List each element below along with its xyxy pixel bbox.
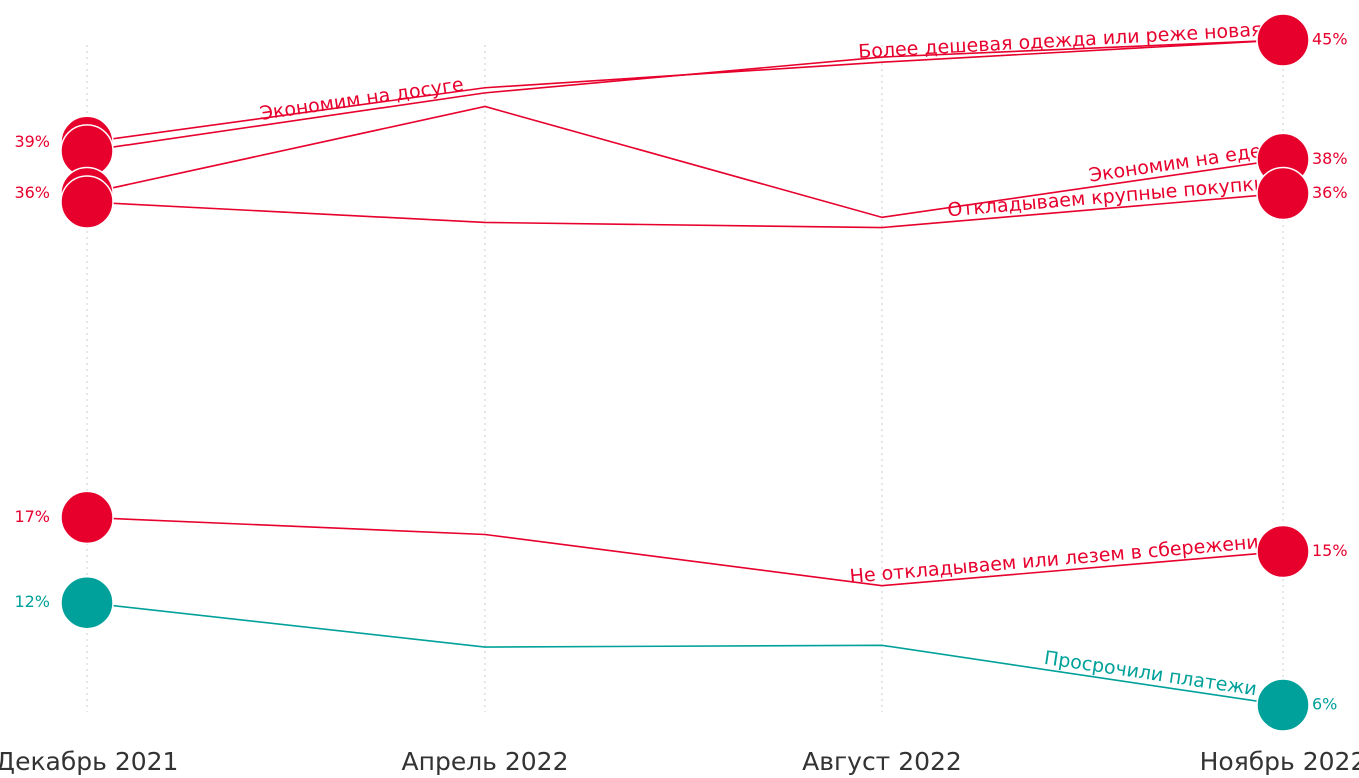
- series-label: Не откладываем или лезем в сбережения: [849, 530, 1271, 588]
- series-line: [86, 516, 1284, 587]
- value-label: 6%: [1312, 695, 1337, 714]
- point: [1256, 13, 1310, 67]
- x-tick-label: Апрель 2022: [402, 747, 569, 776]
- series-line: [86, 39, 1284, 152]
- value-label: 17%: [14, 507, 50, 526]
- value-label: 15%: [1312, 541, 1348, 560]
- x-tick-label: Декабрь 2021: [0, 747, 178, 776]
- series-line: [86, 601, 1284, 706]
- value-label: 45%: [1312, 30, 1348, 49]
- point: [60, 575, 114, 630]
- point: [1256, 678, 1310, 732]
- x-tick-label: Ноябрь 2022: [1200, 747, 1359, 776]
- value-label: 12%: [14, 592, 50, 611]
- series-line: [86, 39, 1284, 144]
- value-label: 39%: [14, 132, 50, 151]
- value-label: 38%: [1312, 149, 1348, 168]
- value-label: 36%: [1312, 183, 1348, 202]
- point: [1256, 166, 1310, 221]
- value-label: 36%: [14, 183, 50, 202]
- point: [1256, 524, 1310, 579]
- point: [60, 490, 114, 545]
- series-line: [86, 105, 1284, 219]
- series-line: [86, 192, 1284, 229]
- x-tick-label: Август 2022: [802, 747, 962, 776]
- point: [60, 175, 114, 229]
